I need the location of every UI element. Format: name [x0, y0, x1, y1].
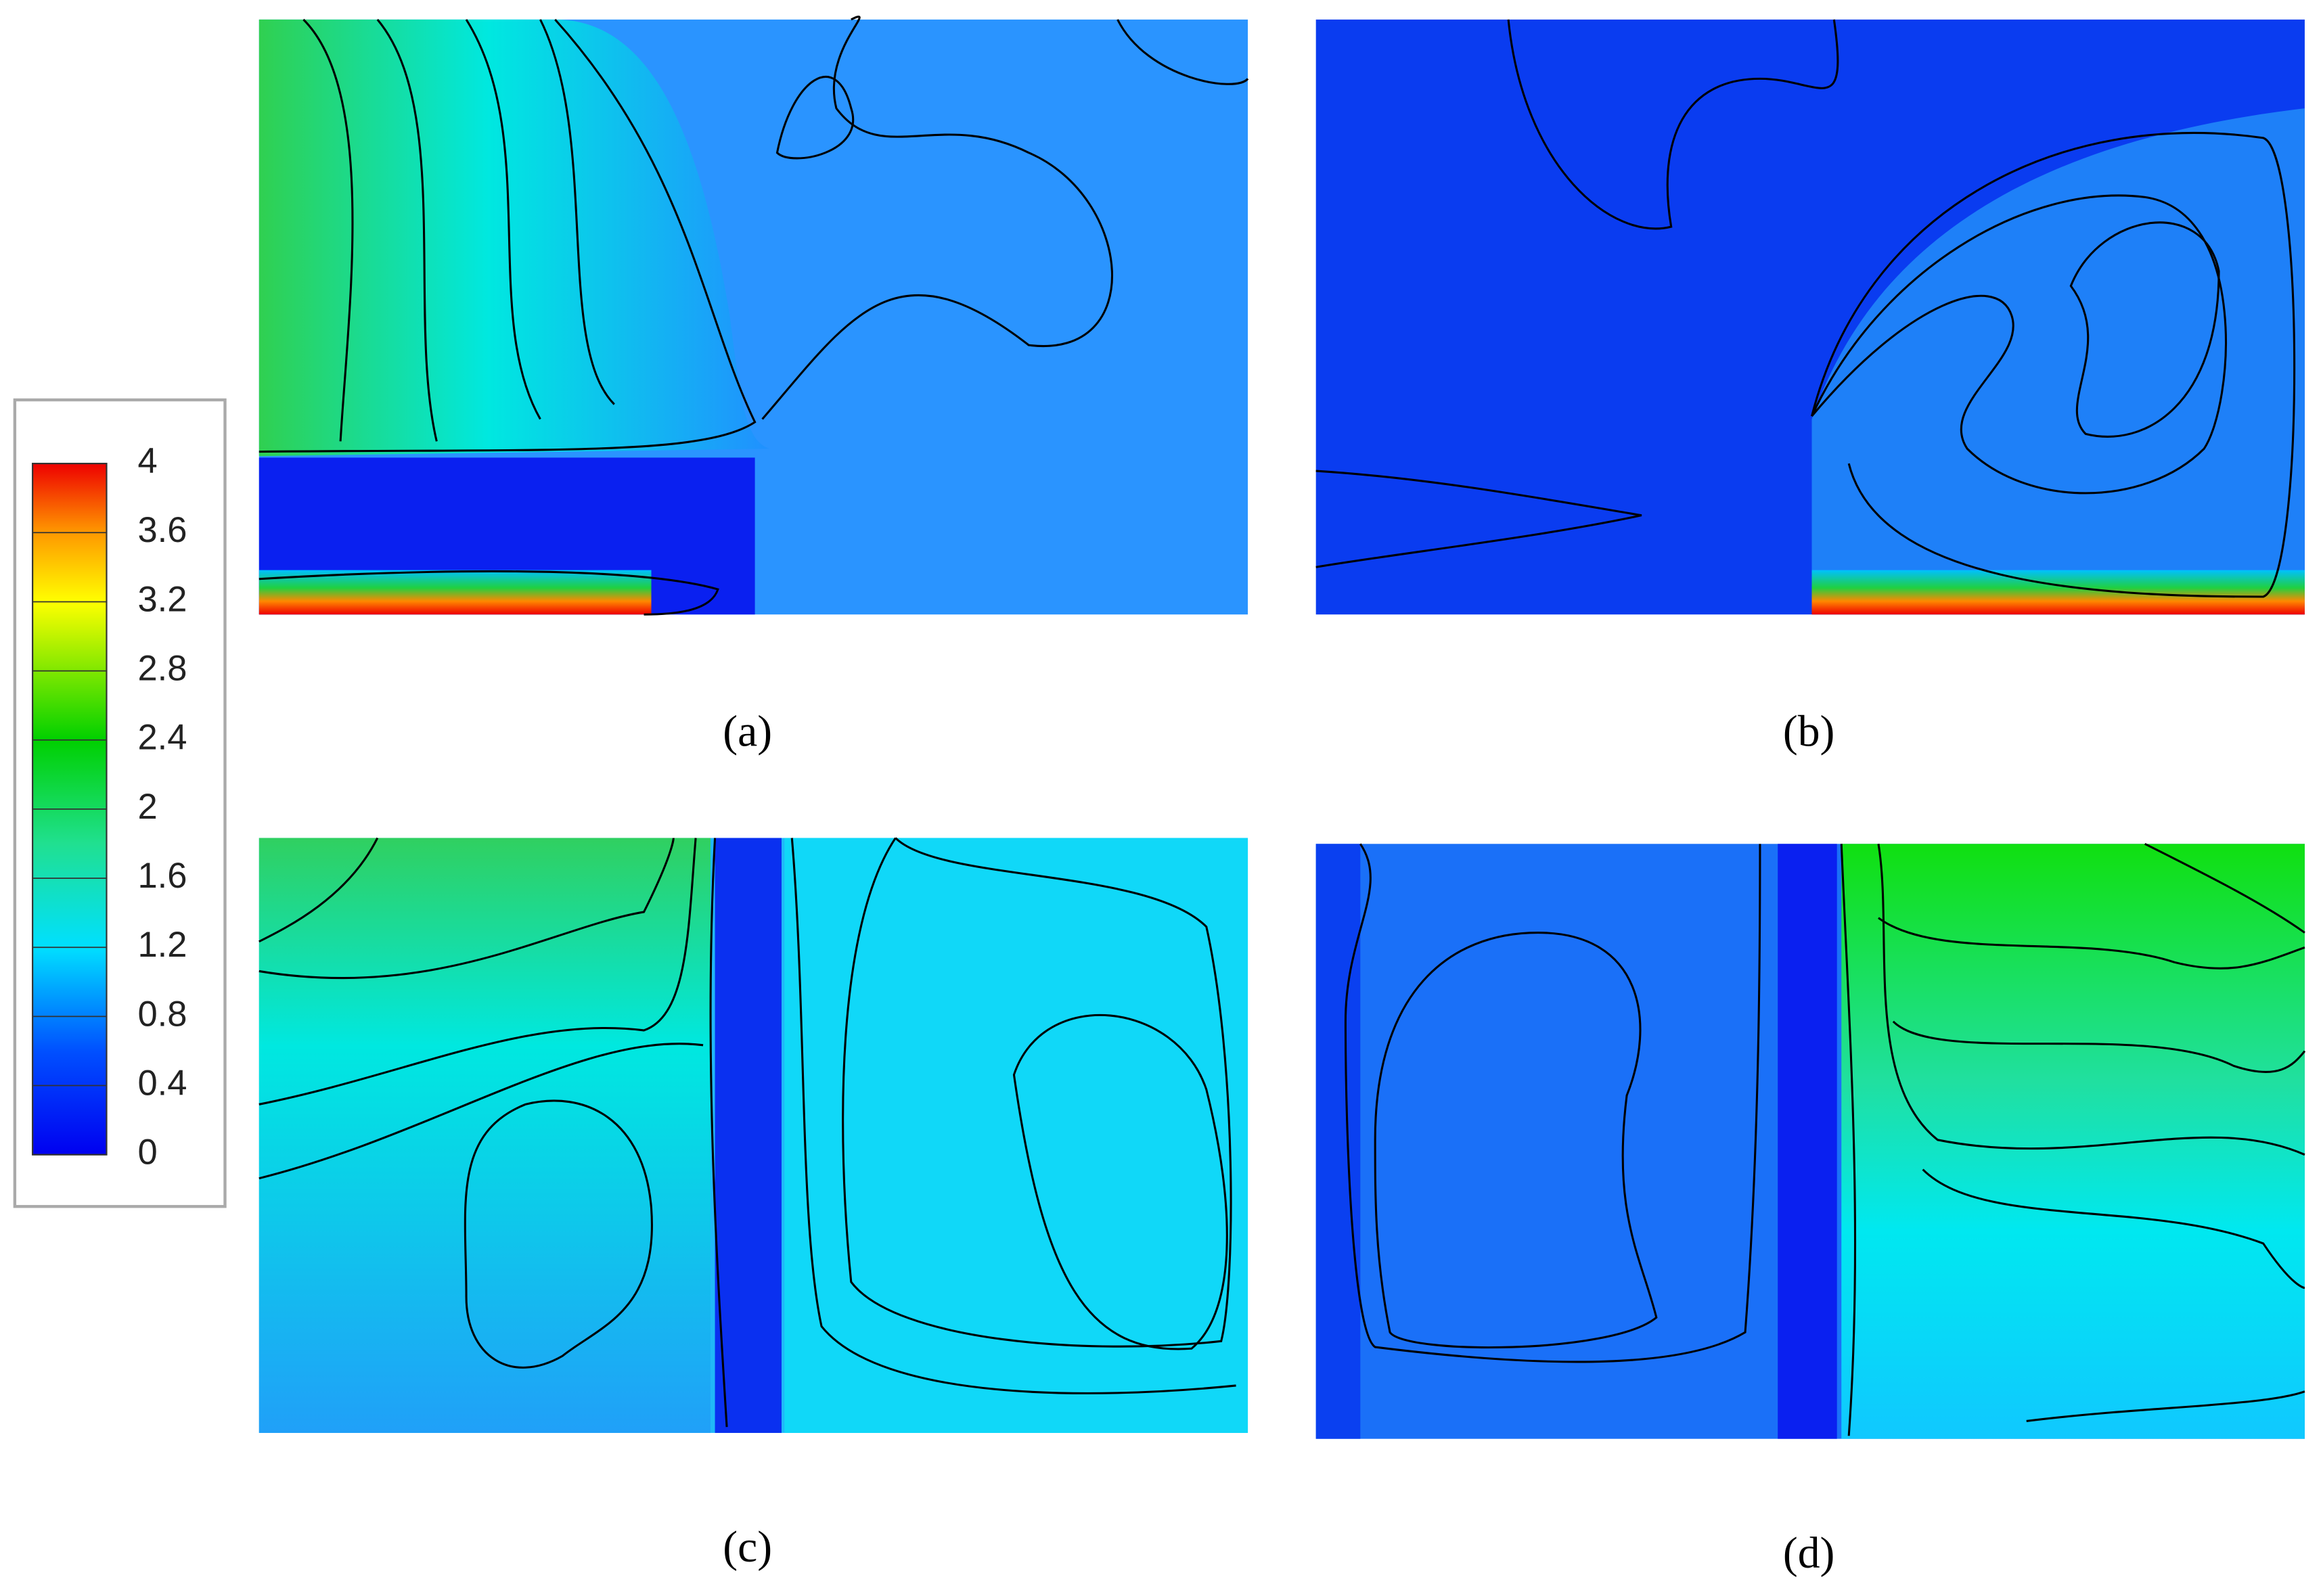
colorbar-tick-label: 1.2 [137, 925, 187, 965]
colorbar-tick-label: 0.4 [137, 1063, 187, 1103]
contour [1507, 19, 1839, 230]
contour [842, 837, 1232, 1348]
field [1841, 844, 2305, 1439]
contour [775, 76, 855, 160]
colorbar-tick-label: 2.4 [137, 718, 187, 758]
panel-b [1315, 19, 2305, 615]
contour [1811, 132, 2296, 598]
field [258, 570, 652, 615]
contour [1344, 843, 1761, 1363]
colorbar-tick-label: 4 [137, 441, 157, 481]
colorbar-tick-label: 2.8 [137, 648, 187, 688]
panel-a [258, 16, 1249, 616]
panel-d [1315, 842, 2306, 1439]
panel-label: (a) [723, 708, 772, 756]
colorbar-tick-label: 0.8 [137, 994, 187, 1034]
contour [1012, 1013, 1228, 1350]
colorbar-tick-label: 1.6 [137, 856, 187, 896]
field [1315, 844, 1361, 1439]
contour [1840, 844, 2305, 1436]
colorbar-tick-label: 0 [137, 1133, 157, 1172]
contour [464, 1099, 653, 1369]
contour [1315, 470, 1642, 568]
contour [1878, 917, 2306, 1290]
contour [2069, 221, 2220, 438]
panel-label: (c) [723, 1523, 772, 1572]
contour [761, 16, 1114, 420]
panel-c [258, 837, 1248, 1433]
field [715, 838, 782, 1433]
contour [2026, 842, 2305, 1422]
contour [302, 18, 615, 442]
field [1778, 844, 1837, 1439]
colorbar-ticks: 4 3.6 3.2 2.8 2.4 2 1.6 1.2 0.8 0.4 0 [32, 441, 187, 1172]
contour [1374, 932, 1658, 1349]
contour [258, 837, 675, 980]
colorbar-tick-label: 3.6 [137, 510, 187, 550]
contour [258, 19, 1249, 616]
colorbar-tick-label: 3.2 [137, 579, 187, 619]
contour [258, 18, 757, 453]
colorbar-tick-label: 2 [137, 787, 157, 827]
panel-label: (d) [1783, 1529, 1835, 1578]
field [1811, 108, 2305, 615]
field [1811, 570, 2305, 615]
contour [709, 838, 1236, 1428]
field [784, 838, 1248, 1433]
field [258, 19, 770, 457]
contour [258, 838, 704, 1180]
contour [1811, 194, 2227, 495]
panel-label: (b) [1783, 708, 1835, 756]
